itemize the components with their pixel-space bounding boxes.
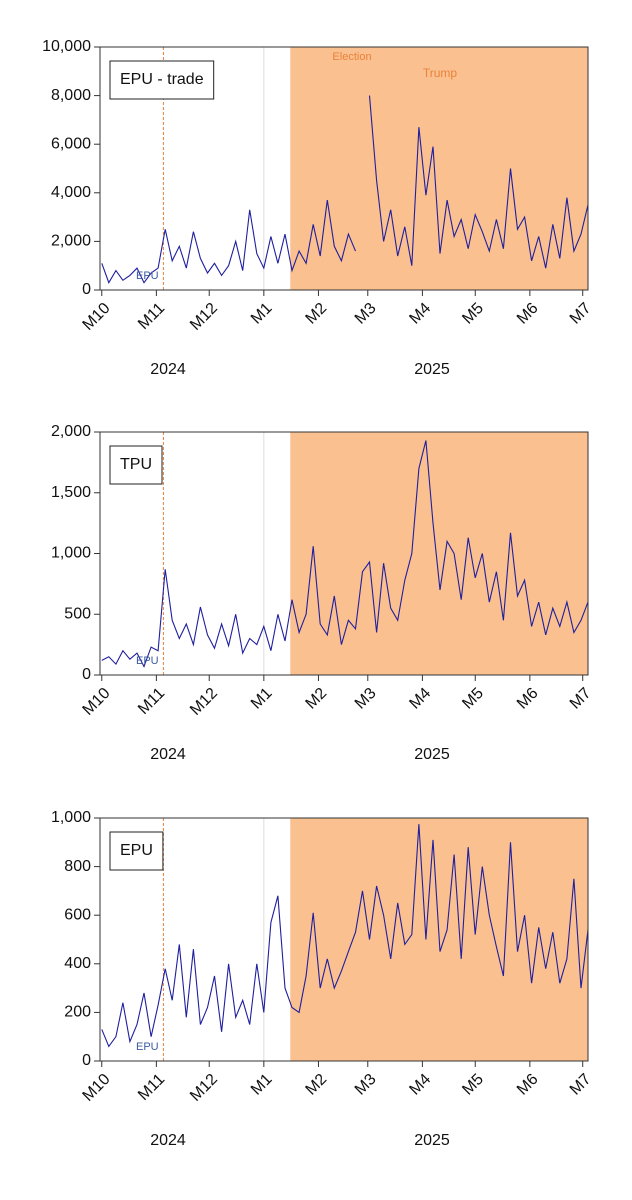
x-tick-label: M12	[187, 1071, 221, 1105]
y-tick-label: 10,000	[42, 38, 91, 55]
annotation: EPU	[136, 270, 159, 282]
x-tick-label: M5	[459, 300, 487, 328]
y-tick-label: 200	[64, 1004, 91, 1021]
shaded-period	[290, 432, 588, 675]
y-tick-label: 0	[82, 281, 91, 298]
x-tick-label: M1	[248, 685, 276, 713]
x-tick-label: M2	[303, 300, 331, 328]
year-label: 2024	[150, 746, 186, 763]
year-label: 2025	[414, 361, 450, 378]
y-tick-label: 0	[82, 1052, 91, 1069]
x-tick-label: M7	[567, 685, 595, 713]
x-tick-label: M6	[514, 1071, 542, 1099]
panel: 0 200 400 600 800 1,000 M10 M11 M12 M1 M2 M3 M4 M5 M6 M…	[51, 809, 595, 1149]
x-tick-label: M5	[459, 1071, 487, 1099]
series-label: EPU	[120, 842, 153, 859]
x-tick-label: M4	[406, 1071, 434, 1099]
year-label: 2024	[150, 361, 186, 378]
y-tick-label: 2,000	[51, 423, 91, 440]
x-tick-label: M10	[80, 685, 114, 719]
annotation: Trump	[423, 66, 458, 80]
y-tick-label: 1,000	[51, 545, 91, 562]
x-tick-label: M6	[514, 685, 542, 713]
y-tick-label: 0	[82, 666, 91, 683]
y-tick-label: 500	[64, 605, 91, 622]
x-tick-label: M10	[80, 1071, 114, 1105]
panel: 0 500 1,000 1,500 2,000 M10 M11 M12 M1 M2 M3 M4 M5 M6…	[51, 423, 595, 763]
x-tick-label: M7	[567, 300, 595, 328]
y-tick-label: 4,000	[51, 184, 91, 201]
annotation: EPU	[136, 655, 159, 667]
y-tick-label: 600	[64, 906, 91, 923]
label-box	[109, 831, 164, 871]
label-box	[109, 60, 215, 100]
year-label: 2024	[150, 1132, 186, 1149]
y-tick-label: 8,000	[51, 87, 91, 104]
x-tick-label: M11	[135, 300, 168, 333]
plot-frame	[99, 46, 589, 291]
y-tick-label: 800	[64, 858, 91, 875]
y-tick-label: 6,000	[51, 135, 91, 152]
y-tick-label: 400	[64, 955, 91, 972]
x-tick-label: M10	[80, 300, 114, 334]
y-tick-label: 2,000	[51, 233, 91, 250]
data-line	[101, 95, 589, 284]
y-tick-label: 1,500	[51, 484, 91, 501]
x-tick-label: M1	[248, 1071, 276, 1099]
x-tick-label: M3	[352, 685, 380, 713]
x-tick-label: M1	[248, 300, 276, 328]
x-tick-label: M11	[135, 1071, 168, 1104]
year-label: 2025	[414, 1132, 450, 1149]
x-tick-label: M3	[352, 300, 380, 328]
x-tick-label: M6	[514, 300, 542, 328]
year-label: 2025	[414, 746, 450, 763]
x-tick-label: M12	[187, 300, 221, 334]
data-line	[101, 824, 589, 1048]
panel: 0 2,000 4,000 6,000 8,000 10,000 M10 M11 M12 M1 M2…	[42, 38, 595, 378]
x-tick-label: M4	[406, 300, 434, 328]
data-line	[101, 440, 589, 668]
series-label: TPU	[120, 456, 152, 473]
y-tick-label: 1,000	[51, 809, 91, 826]
x-tick-label: M12	[187, 685, 221, 719]
label-box	[109, 445, 163, 485]
x-tick-label: M11	[135, 685, 168, 718]
annotation: EPU	[136, 1041, 159, 1053]
x-tick-label: M5	[459, 685, 487, 713]
series-label: EPU - trade	[120, 71, 204, 88]
plot-frame	[99, 817, 589, 1062]
x-tick-label: M4	[406, 685, 434, 713]
annotation: Election	[332, 51, 371, 63]
shaded-period	[290, 47, 588, 290]
x-tick-label: M2	[303, 1071, 331, 1099]
x-tick-label: M3	[352, 1071, 380, 1099]
x-tick-label: M2	[303, 685, 331, 713]
x-tick-label: M7	[567, 1071, 595, 1099]
